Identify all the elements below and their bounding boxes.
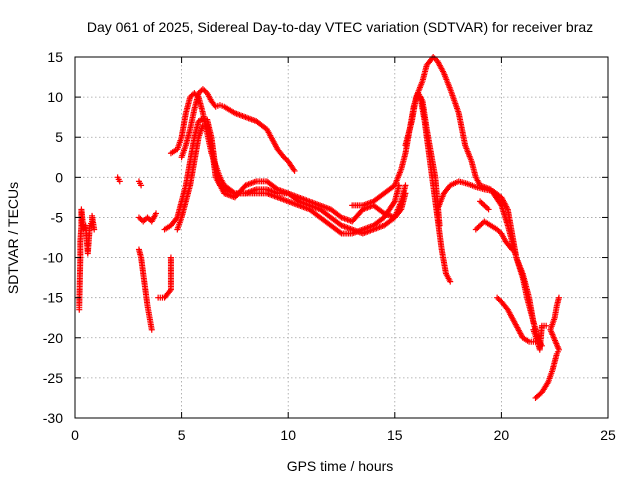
y-tick-labels: -30 -25 -20 -15 -10 -5 0 5 10 15 (43, 49, 63, 426)
x-tick-label: 15 (387, 427, 403, 443)
series-dropping-3h (135, 246, 155, 333)
data-point (290, 166, 297, 173)
data-point (507, 245, 514, 252)
y-tick-label: -5 (51, 209, 64, 225)
axis-ticks (74, 56, 609, 419)
data-point (230, 189, 237, 196)
data-point (509, 246, 516, 253)
data-point (148, 326, 155, 333)
series-arc-c (178, 86, 298, 174)
series-arc-d (167, 90, 403, 237)
data-point (402, 182, 409, 189)
data-point (543, 322, 550, 329)
data-point (91, 226, 98, 233)
data-point (497, 201, 504, 208)
data-point (153, 210, 160, 217)
y-tick-label: -20 (43, 330, 63, 346)
series-early-isolated (76, 174, 145, 313)
series-arc-i (472, 218, 516, 253)
series-cluster-3h (135, 210, 174, 301)
chart-title: Day 061 of 2025, Sidereal Day-to-day VTE… (87, 19, 593, 35)
x-tick-label: 25 (600, 427, 616, 443)
data-point (485, 206, 492, 213)
data-point (390, 199, 397, 206)
y-axis-title: SDTVAR / TECUs (5, 182, 21, 294)
y-tick-label: 5 (55, 129, 63, 145)
plot-frame (74, 56, 609, 419)
data-point (555, 294, 562, 301)
series-late-points (530, 294, 562, 401)
y-tick-label: -15 (43, 290, 63, 306)
data-point (291, 167, 298, 174)
x-tick-label: 20 (494, 427, 510, 443)
x-tick-label: 5 (178, 427, 186, 443)
series-arc-j (477, 198, 492, 213)
data-point (447, 278, 454, 285)
data-point (138, 182, 145, 189)
data-points (76, 54, 562, 401)
y-tick-label: -30 (43, 410, 63, 426)
x-tick-label: 0 (71, 427, 79, 443)
y-tick-label: 10 (47, 89, 63, 105)
data-point (337, 229, 344, 236)
data-point (166, 287, 173, 294)
y-tick-label: -10 (43, 250, 63, 266)
x-tick-labels: 0 5 10 15 20 25 (71, 427, 616, 443)
y-tick-label: -25 (43, 370, 63, 386)
data-point (116, 178, 123, 185)
x-axis-title: GPS time / hours (287, 458, 394, 474)
y-tick-label: 15 (47, 49, 63, 65)
data-point (167, 254, 174, 261)
x-tick-label: 10 (280, 427, 296, 443)
y-tick-label: 0 (55, 169, 63, 185)
